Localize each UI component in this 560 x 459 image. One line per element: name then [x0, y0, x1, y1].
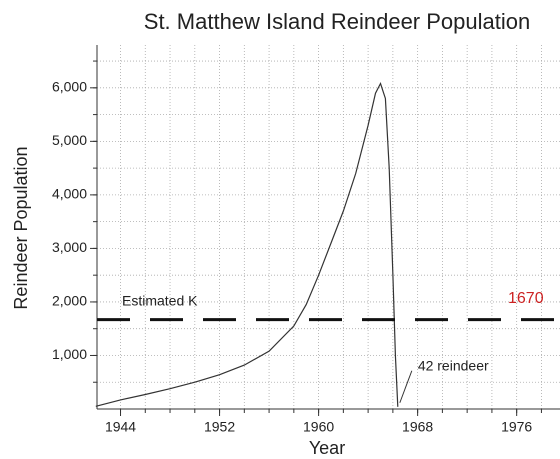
reference-value-label: 1670: [508, 290, 544, 307]
y-axis-label: Reindeer Population: [11, 146, 31, 309]
y-tick-label: 2,000: [52, 293, 87, 309]
y-tick-label: 1,000: [52, 346, 87, 362]
annotation-text: 42 reindeer: [418, 357, 489, 373]
x-tick-label: 1976: [501, 419, 532, 435]
x-tick-label: 1960: [303, 419, 334, 435]
x-tick-label: 1952: [204, 419, 235, 435]
chart-title: St. Matthew Island Reindeer Population: [144, 9, 530, 34]
y-tick-label: 3,000: [52, 239, 87, 255]
annotation-arrow: [399, 370, 413, 403]
y-tick-label: 6,000: [52, 79, 87, 95]
x-axis-label: Year: [309, 438, 345, 458]
reference-label: Estimated K: [122, 292, 198, 308]
y-tick-label: 5,000: [52, 132, 87, 148]
line-series: [95, 81, 399, 407]
x-tick-label: 1944: [105, 419, 136, 435]
x-tick-label: 1968: [402, 419, 433, 435]
y-tick-label: 4,000: [52, 186, 87, 202]
